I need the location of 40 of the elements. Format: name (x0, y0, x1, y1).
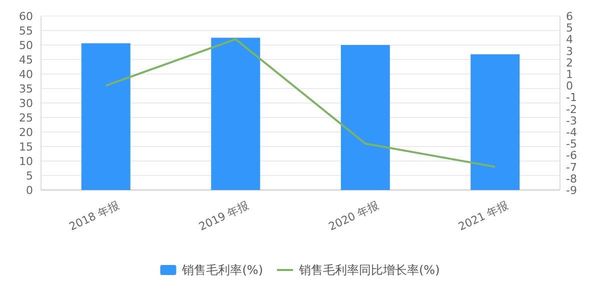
y-tick-label: 30 (19, 97, 33, 110)
y2-tick-label: 1 (566, 68, 573, 81)
y-tick-label: 5 (26, 170, 33, 182)
y2-tick-label: -6 (566, 149, 577, 162)
y2-tick-label: -8 (566, 172, 577, 186)
y2-tick-label: -1 (566, 91, 577, 104)
y2-tick-label: -3 (566, 114, 577, 128)
y2-tick-label: 4 (566, 33, 573, 46)
y2-tick-label: 5 (566, 22, 573, 35)
bar (81, 43, 130, 190)
y-tick-label: 45 (19, 54, 33, 66)
y-tick-label: 40 (19, 68, 33, 81)
y-tick-label: 10 (19, 155, 33, 168)
y-tick-label: 35 (19, 82, 33, 96)
line-series (104, 38, 496, 168)
x-tick-label: 2019 年报 (196, 198, 251, 234)
y2-tick-label: 2 (566, 56, 573, 70)
y2-tick-label: 0 (566, 80, 573, 93)
y-tick-label: 60 (19, 10, 33, 23)
legend-label: 销售毛利率同比增长率(%) (298, 263, 440, 277)
y2-tick-label: 3 (566, 44, 573, 58)
y2-tick-label: 6 (566, 10, 573, 23)
y-tick-label: 55 (19, 24, 33, 38)
y2-tick-label: -5 (566, 138, 577, 151)
bar (340, 45, 390, 190)
x-tick-label: 2020 年报 (326, 198, 381, 234)
y-tick-label: 50 (19, 39, 33, 52)
y2-tick-label: -9 (566, 184, 577, 197)
y-tick-label: 15 (19, 140, 33, 154)
bar (211, 38, 260, 190)
bar (470, 54, 520, 190)
x-tick-label: 2021 年报 (456, 198, 510, 234)
y-tick-label: 20 (19, 126, 33, 139)
y2-tick-label: -4 (566, 126, 577, 139)
y2-tick-label: -7 (566, 160, 577, 174)
y-tick-label: 0 (26, 184, 33, 197)
x-tick-label: 2018 年报 (67, 198, 122, 234)
legend-label: 销售毛利率(%) (181, 263, 263, 277)
y-tick-label: 25 (19, 112, 33, 124)
y2-tick-label: -2 (566, 102, 577, 116)
